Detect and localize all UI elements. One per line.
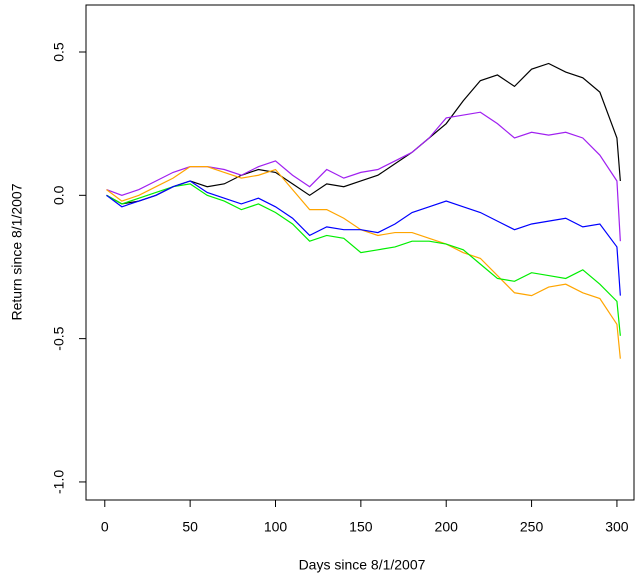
y-tick-label: -1.0 <box>51 470 67 494</box>
x-tick-label: 250 <box>520 519 544 535</box>
y-tick-label: -0.5 <box>51 326 67 350</box>
y-axis-title: Return since 8/1/2007 <box>9 183 25 320</box>
series-line <box>106 183 621 336</box>
series-line <box>106 62 621 205</box>
series-line <box>106 166 621 359</box>
x-tick-label: 150 <box>349 519 373 535</box>
y-tick-label: 0.5 <box>51 42 67 62</box>
series-line <box>106 180 621 296</box>
x-tick-label: 100 <box>264 519 288 535</box>
y-tick-label: 0.0 <box>51 185 67 205</box>
x-axis-title: Days since 8/1/2007 <box>299 557 426 573</box>
x-tick-label: 300 <box>605 519 629 535</box>
x-tick-label: 0 <box>101 519 109 535</box>
plot-box <box>85 4 635 501</box>
x-tick-label: 200 <box>435 519 459 535</box>
x-tick-label: 50 <box>182 519 198 535</box>
